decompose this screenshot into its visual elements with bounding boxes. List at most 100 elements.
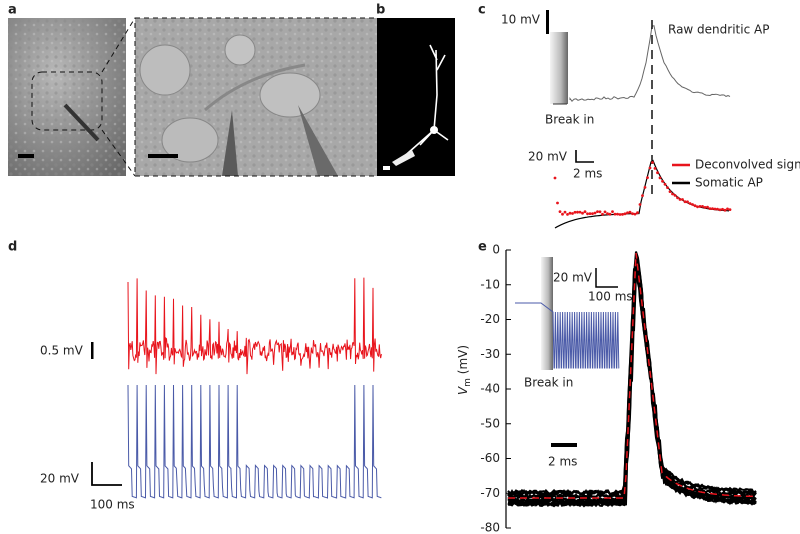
trace-dot	[593, 211, 597, 215]
zoom-line	[101, 129, 136, 177]
neuron	[399, 44, 449, 161]
scale-label: 100 ms	[90, 498, 135, 512]
y-tick-label: -30	[480, 347, 500, 361]
trace-dot	[596, 210, 599, 214]
pipette	[63, 103, 100, 142]
trace-dot	[708, 207, 712, 211]
break-in-label: Break in	[524, 376, 573, 390]
scale-label: 100 ms	[588, 290, 633, 304]
dendrite	[204, 63, 306, 112]
trace-dot	[636, 211, 639, 215]
trace-dot	[656, 171, 659, 175]
trace-dot	[673, 194, 677, 197]
y-tick-label: -50	[480, 416, 500, 430]
overlaid-traces	[507, 251, 757, 508]
cell	[139, 44, 191, 96]
trace-dot	[648, 166, 652, 170]
trace-dot	[583, 210, 587, 214]
trace-dot	[616, 212, 619, 216]
trace-dot	[571, 212, 574, 215]
y-tick-label: -80	[480, 521, 500, 534]
trace-dot	[711, 207, 714, 211]
break-in-label: Break in	[545, 113, 594, 127]
trace-dot	[608, 212, 612, 216]
trace-dot	[728, 208, 732, 212]
scale-label: 2 ms	[573, 167, 602, 181]
panel-label: b	[376, 3, 385, 18]
scale-bar	[595, 268, 618, 288]
trace-dot	[691, 203, 694, 206]
pipette	[392, 150, 415, 166]
panel-label: c	[478, 3, 486, 18]
y-tick-label: -20	[480, 312, 500, 326]
trace-dot	[553, 176, 557, 180]
y-label-unit: (mV)	[456, 345, 470, 378]
trace-dot	[661, 179, 664, 183]
trace-dot	[718, 208, 722, 212]
trace-dot	[598, 210, 602, 214]
break-in-bar	[541, 257, 553, 370]
scale-bar	[91, 342, 94, 359]
trace-dot	[698, 205, 702, 208]
trace-dot	[663, 182, 667, 186]
scale-bar	[575, 150, 594, 163]
trace-dot	[723, 208, 727, 212]
trace-dot	[651, 161, 654, 164]
trace-dot	[568, 211, 572, 215]
trace-dot	[623, 212, 627, 216]
trace-dot	[603, 210, 607, 214]
trace-dot	[638, 203, 642, 206]
cell	[161, 117, 219, 163]
scale-bar	[18, 154, 34, 158]
trace-dot	[703, 206, 707, 209]
trace	[507, 261, 757, 505]
panel-label: e	[478, 240, 487, 255]
trace-dot	[633, 212, 637, 216]
trace-dot	[671, 192, 674, 196]
y-axis: 0 -10 -20 -30 -40 -50 -60 -70 -80	[480, 243, 511, 534]
scale-label: 20 mV	[528, 150, 568, 164]
scale-label: 0.5 mV	[40, 344, 84, 358]
raw-trace	[569, 25, 731, 102]
trace-dot	[628, 210, 632, 214]
legend-label: Somatic AP	[695, 176, 763, 190]
trace-dot	[676, 196, 679, 200]
trace-dot	[578, 210, 582, 214]
trace-dot	[678, 198, 682, 201]
zoom-border	[134, 17, 379, 177]
y-axis-label: Vm (mV)	[456, 345, 473, 395]
scale-label: 10 mV	[501, 13, 541, 27]
scale-bar	[383, 166, 390, 170]
trace-dot	[666, 186, 669, 190]
inset-trace	[515, 302, 620, 369]
y-tick-label: -70	[480, 486, 500, 500]
trace-dot	[611, 210, 614, 214]
trace-dot	[721, 207, 724, 211]
y-tick-label: 0	[492, 243, 500, 257]
trace-dot	[563, 210, 567, 214]
trace-dot	[701, 205, 704, 208]
trace-dot	[686, 200, 689, 204]
trace-dot	[693, 204, 697, 208]
trace-dot	[576, 210, 579, 214]
trace-dot	[558, 210, 562, 214]
scale-bar	[91, 462, 122, 486]
pipette	[222, 110, 238, 176]
trace-dot	[631, 212, 634, 216]
trace-dot	[688, 202, 692, 205]
y-tick-label: -60	[480, 451, 500, 465]
trace-dot	[566, 213, 569, 216]
scale-bar	[551, 443, 577, 447]
trace-dot	[613, 212, 617, 216]
cell	[259, 72, 321, 118]
trace-dot	[646, 176, 649, 180]
scale-label: 2 ms	[548, 455, 577, 469]
trace-dot	[681, 198, 684, 201]
trace-dot	[696, 205, 699, 209]
panel-label: a	[8, 3, 17, 18]
scale-label: 20 mV	[40, 472, 80, 486]
trace-dot	[726, 207, 729, 211]
trace-dot	[706, 205, 709, 209]
legend-label: Deconvolved signal	[695, 158, 800, 172]
trace-dot	[573, 210, 577, 214]
